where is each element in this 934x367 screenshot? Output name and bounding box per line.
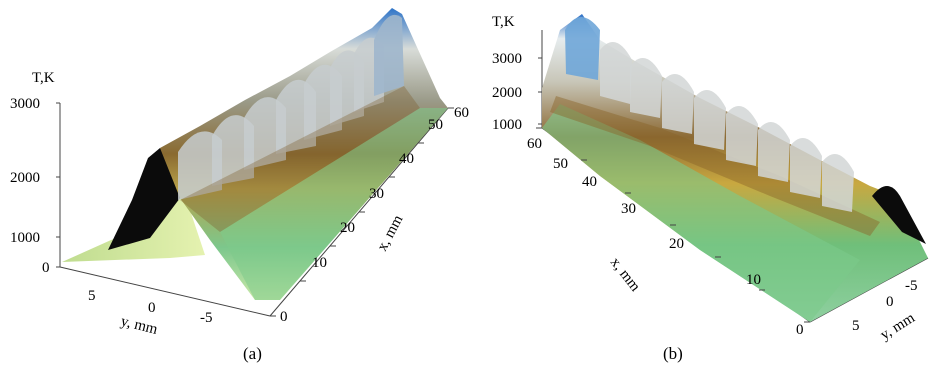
surface-side-face-b [872, 186, 926, 244]
x-tick-marks-a [270, 107, 454, 317]
z-tick-label: 1000 [10, 230, 40, 246]
z-axis-label: T,K [492, 14, 515, 30]
x-tick-label: 40 [399, 151, 414, 167]
z-tick-marks-b [538, 57, 542, 125]
z-tick-label: 3000 [492, 51, 522, 67]
z-tick-label: 3000 [10, 96, 40, 112]
x-tick-label: 50 [553, 156, 568, 172]
x-tick-label: 30 [621, 201, 636, 217]
x-tick-label: 10 [312, 255, 327, 271]
z-tick-label: 1000 [492, 117, 522, 133]
panel-caption: (a) [243, 344, 262, 363]
x-axis-label: x, mm [607, 255, 643, 295]
z-tick-label: 2000 [492, 85, 522, 101]
z-axis-label: T,K [32, 70, 55, 86]
x-tick-label: 0 [796, 322, 804, 338]
surface-band-a [180, 86, 420, 232]
y-axis-label: y, mm [119, 313, 159, 338]
surface-plane-b [542, 104, 860, 322]
z-tick-label: 2000 [10, 170, 40, 186]
x-tick-label: 20 [669, 236, 684, 252]
y-tick-label: 5 [852, 318, 860, 334]
surface-plane-a [220, 108, 448, 300]
x-tick-label: 60 [527, 136, 542, 152]
x-tick-label: 10 [746, 272, 761, 288]
x-tick-label: 20 [340, 220, 355, 236]
x-tick-label: 60 [454, 105, 469, 121]
surface-peaks-b [565, 17, 854, 212]
y-tick-label: 0 [886, 294, 894, 310]
z-tick-marks-a [56, 102, 60, 268]
y-tick-label: -5 [905, 278, 918, 294]
x-axis-label: x, mm [374, 212, 406, 254]
x-tick-marks-b [536, 127, 810, 323]
y-axis-a [59, 266, 271, 317]
z-tick-label: 0 [42, 260, 50, 276]
x-tick-label: 30 [369, 186, 384, 202]
panel-caption: (b) [663, 344, 683, 363]
surface-side-face-a [108, 148, 180, 250]
surface-peaks-a [178, 14, 404, 200]
x-tick-label: 50 [428, 117, 443, 133]
y-tick-label: 5 [88, 288, 96, 304]
surface-band-b [550, 96, 880, 236]
y-tick-label: -5 [200, 310, 213, 326]
y-axis-label: y, mm [878, 310, 918, 344]
x-tick-label: 0 [280, 309, 288, 325]
y-tick-label: 0 [148, 300, 156, 316]
panel-a: 3000 2000 1000 0 T,K [10, 8, 469, 363]
panel-b: 3000 2000 1000 T,K [492, 14, 929, 363]
x-tick-label: 40 [582, 174, 597, 190]
